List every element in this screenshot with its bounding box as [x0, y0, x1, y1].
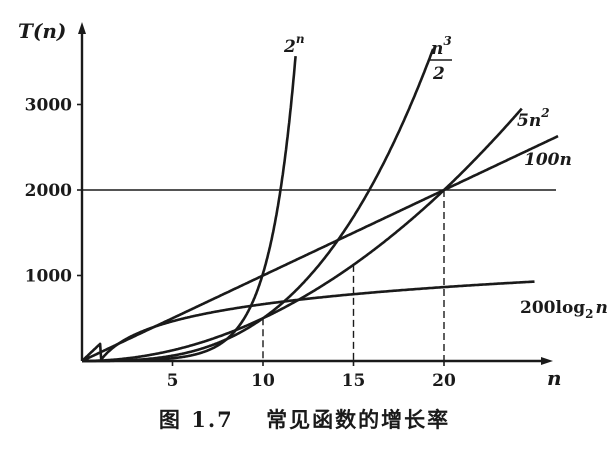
figure-caption: 图 1.7 常见函数的增长率: [158, 407, 451, 432]
series-label-200log2n: 200log2 n: [520, 298, 608, 321]
x-axis-arrowhead: [541, 357, 553, 365]
x-axis-title: n: [547, 366, 562, 390]
y-axis-title: T(n): [18, 19, 66, 43]
x-tick-label: 10: [251, 371, 275, 391]
svg-text:2: 2: [432, 64, 445, 84]
y-tick-label: 2000: [25, 181, 72, 201]
series-line-1: [81, 48, 435, 363]
x-tick-label: 5: [167, 371, 179, 391]
axis-ticks: 5 10 15 20 1000 2000 3000: [25, 96, 456, 392]
y-tick-label: 3000: [25, 96, 72, 116]
series-line-0: [81, 55, 297, 363]
series-label-n3-over-2: n3 2: [430, 34, 452, 84]
series-line-2: [81, 107, 523, 363]
x-tick-label: 15: [342, 371, 366, 391]
series-lines: [81, 48, 559, 363]
x-tick-label: 20: [432, 371, 456, 391]
series-label-2n: 2n: [283, 32, 305, 57]
series-line-4: [81, 280, 535, 362]
y-axis-arrowhead: [78, 22, 86, 34]
y-tick-label: 1000: [25, 267, 72, 287]
axes: [78, 22, 553, 365]
reference-lines: [82, 189, 556, 361]
svg-text:n3: n3: [431, 34, 452, 59]
series-label-5n2: 5n2: [517, 106, 550, 131]
series-label-100n: 100n: [524, 150, 572, 170]
